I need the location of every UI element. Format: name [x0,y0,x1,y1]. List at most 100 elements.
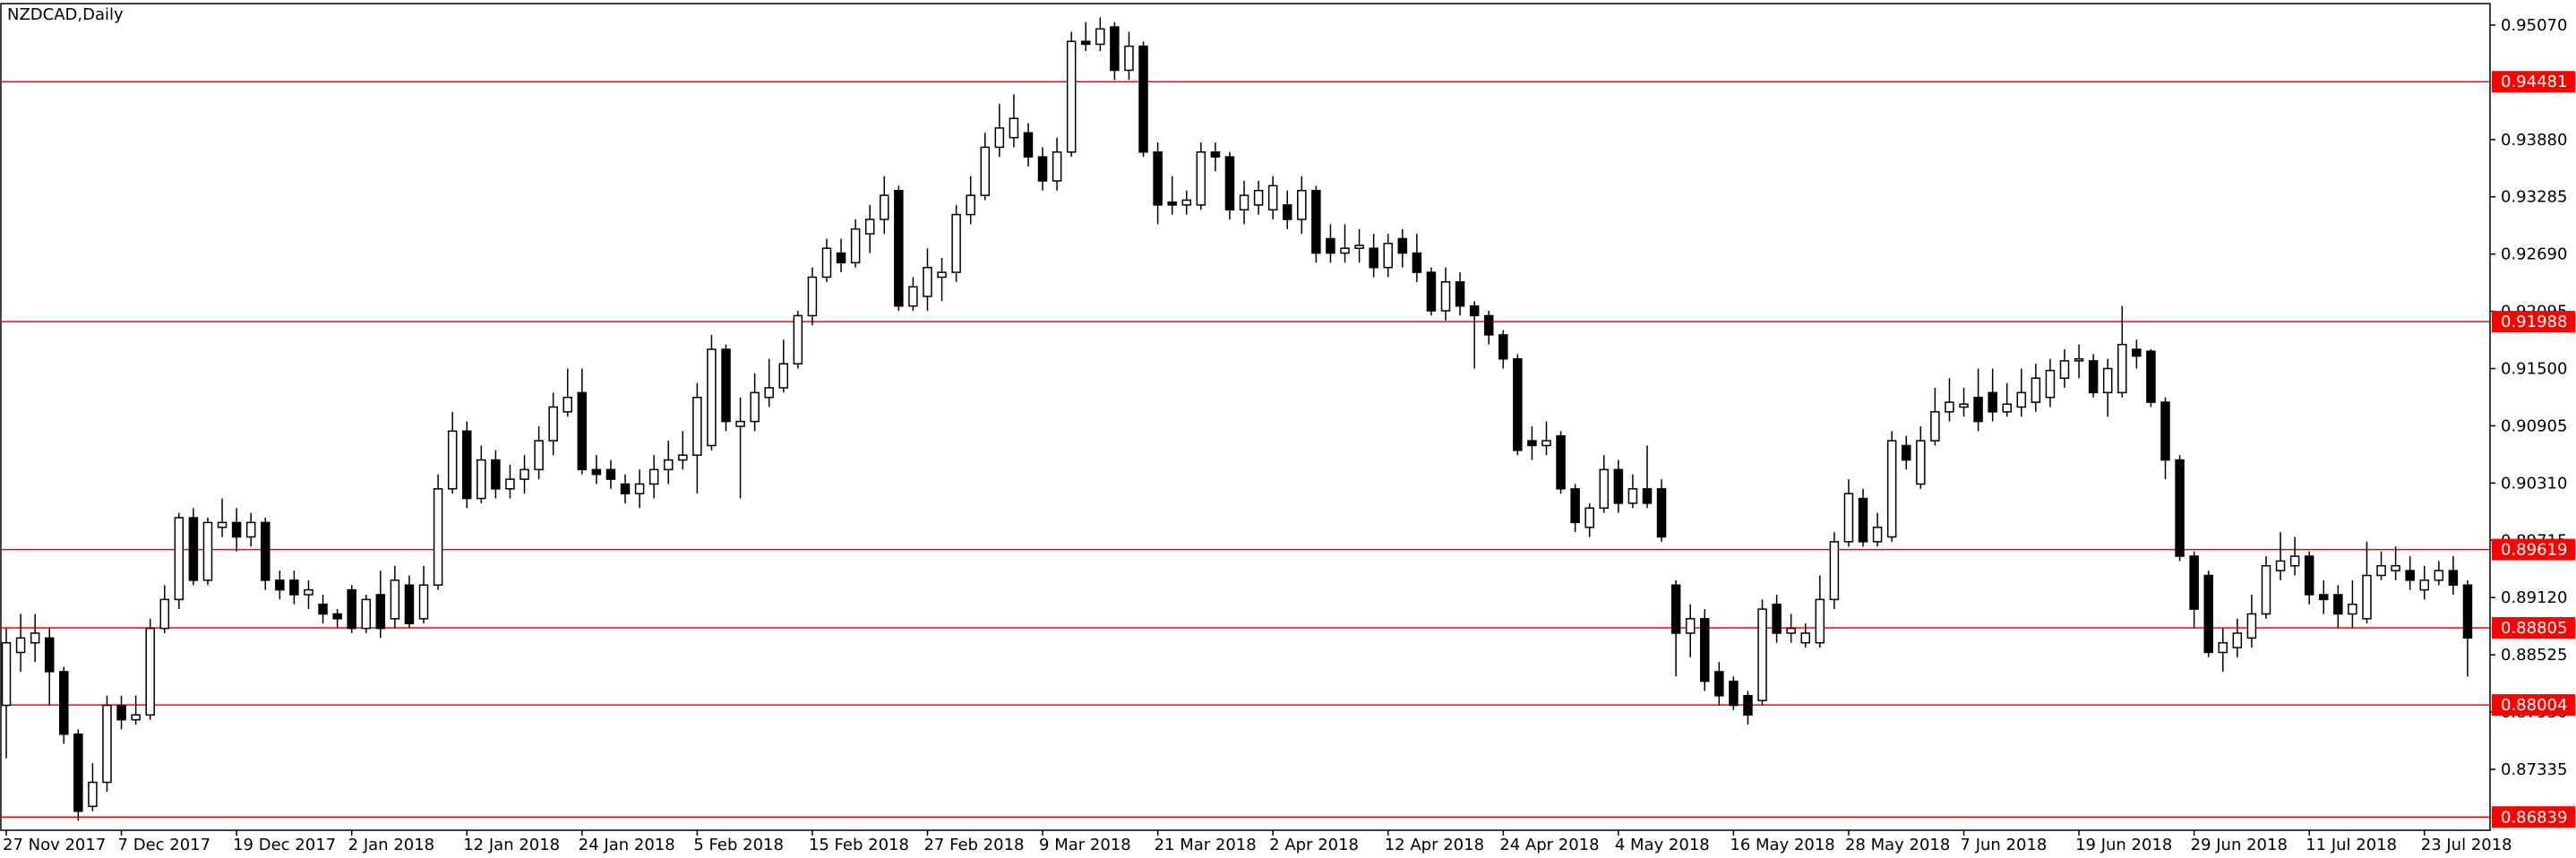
candle-body [1800,632,1810,644]
candle-body [2074,358,2084,362]
x-tick-label: 7 Jun 2018 [1961,836,2048,854]
candle-body [102,704,112,784]
x-tick-label: 29 Jun 2018 [2191,836,2288,854]
candle-body [261,521,270,581]
level-label: 0.94481 [2501,73,2567,91]
y-tick-label: 0.89120 [2501,588,2567,607]
candle-body [562,396,572,413]
candle-body [1988,391,1997,413]
candle-body [1815,598,1825,644]
candle-body [864,219,875,235]
candle-body [1326,237,1335,254]
candle-body [678,454,688,461]
level-label: 0.86839 [2501,808,2567,827]
y-tick-label: 0.92690 [2501,245,2567,264]
candle-body [1599,468,1610,510]
candle-body [2160,401,2170,461]
candle-body [548,406,558,442]
candle-body [1267,184,1278,210]
candle-body [1052,151,1062,182]
level-label-box [2492,694,2575,716]
y-tick-label: 0.91500 [2501,360,2567,379]
candle-body [2203,574,2213,654]
candle-body [1340,247,1350,254]
candle-body [1498,334,1508,360]
candle-body [461,430,472,500]
level-label-box [2492,538,2575,561]
candle-body [1081,40,1091,46]
candle-body [1843,493,1854,543]
x-tick-label: 19 Jun 2018 [2075,836,2172,854]
candle-body [836,252,846,264]
candle-body [620,483,631,494]
candle-body [1023,132,1034,158]
x-tick-label: 11 Jul 2018 [2306,836,2397,854]
candle-body [1656,488,1667,538]
candle-body [2045,369,2056,399]
x-tick-label: 24 Jan 2018 [579,836,675,854]
candle-body [707,348,717,447]
candle-body [1714,671,1724,697]
x-tick-label: 12 Apr 2018 [1385,836,1484,854]
candle-body [2232,632,2243,648]
y-tick-label: 0.90905 [2501,416,2567,435]
x-tick-label: 28 May 2018 [1845,836,1950,854]
y-tick-label: 0.95070 [2501,16,2567,35]
candle-body [2175,459,2185,557]
candle-body [980,146,991,196]
candle-body [1311,190,1321,254]
candle-body [1743,695,1753,716]
candle-body [390,579,400,620]
candle-body [1627,488,1638,504]
candle-body [778,363,789,389]
candle-body [663,459,674,471]
candle-body [2462,584,2473,639]
candle-body [145,627,155,716]
candle-body [1153,151,1163,206]
candle-body [648,468,659,485]
candle-body [1613,468,1624,504]
candle-body [2132,348,2142,357]
x-tick-label: 21 Mar 2018 [1155,836,1257,854]
candle-body [318,603,328,615]
candle-body [634,483,645,494]
candle-body [1,641,12,707]
y-tick-label: 0.88525 [2501,646,2567,665]
candle-body [994,127,1005,149]
candle-body [894,190,904,307]
candle-body [1786,627,1796,634]
candle-body [289,579,299,596]
candle-body [2304,555,2314,596]
candle-body [764,387,774,399]
candle-body [2102,367,2113,394]
x-tick-label: 15 Feb 2018 [809,836,909,854]
candle-body [721,348,731,423]
candle-body [2362,574,2372,620]
candle-body [519,468,529,480]
candle-body [1772,603,1782,634]
candle-body [1009,117,1019,139]
candle-body [30,632,40,644]
candle-body [923,266,932,297]
candle-body [2391,565,2400,571]
x-tick-label: 27 Nov 2017 [3,836,106,854]
y-tick-label: 0.87335 [2501,760,2567,779]
candle-body [1037,156,1048,182]
candle-body [433,488,443,586]
candle-body [937,271,947,279]
x-tick-label: 23 Jul 2018 [2421,836,2512,854]
x-tick-label: 2 Jan 2018 [348,836,434,854]
candle-body [1224,156,1235,210]
candle-body [59,671,69,735]
candle-body [275,579,285,591]
candle-body [1872,527,1883,543]
chart-title: NZDCAD,Daily [7,5,124,24]
candle-body [750,391,760,423]
candle-body [15,637,26,654]
candle-body [2275,560,2286,571]
candle-body [2348,603,2357,615]
candle-body [1483,314,1494,336]
candle-body [1354,245,1364,249]
